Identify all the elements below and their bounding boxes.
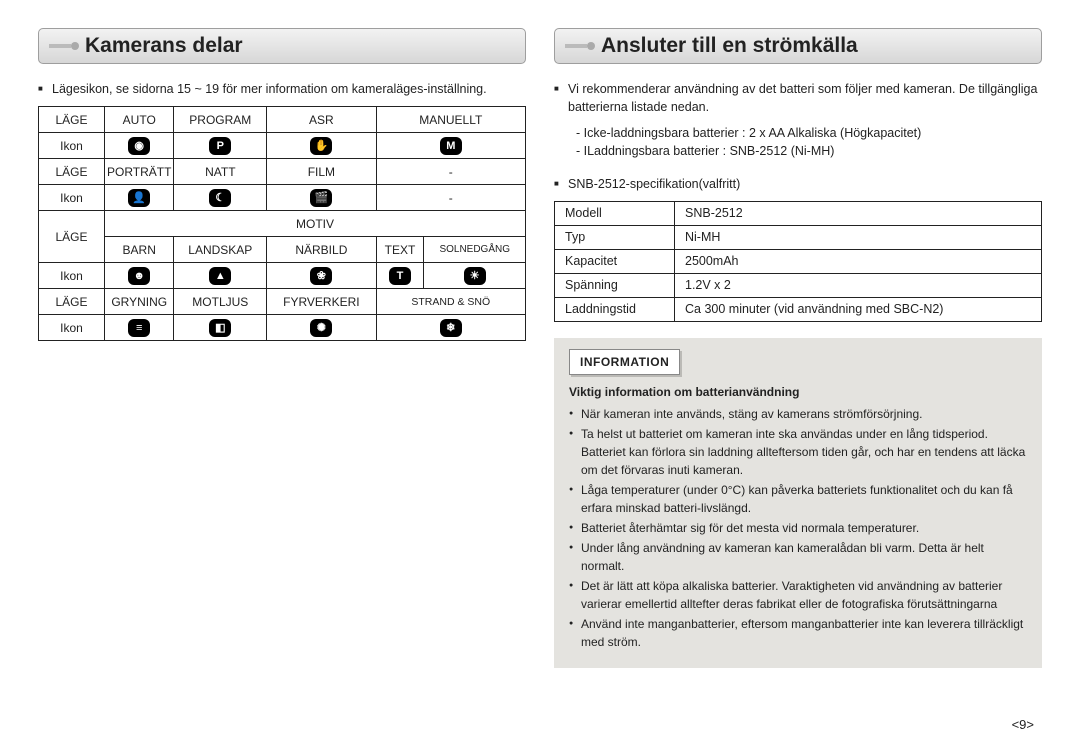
spec-intro: SNB-2512-specifikation(valfritt) [554, 175, 1042, 193]
mode-icon: M [376, 133, 525, 159]
mode-cell: ASR [267, 107, 376, 133]
mode-icon: ◧ [174, 315, 267, 341]
child-icon: ☻ [128, 267, 150, 285]
mode-icon: 🎬 [267, 185, 376, 211]
mode-icon: - [376, 185, 525, 211]
mode-icon: ☾ [174, 185, 267, 211]
battery-recharge: - ILaddningsbara batterier : SNB-2512 (N… [554, 142, 1042, 160]
spec-val: Ca 300 minuter (vid användning med SBC-N… [675, 297, 1042, 321]
camera-icon: ◉ [128, 137, 150, 155]
mode-cell: BARN [105, 237, 174, 263]
mode-cell: - [376, 159, 525, 185]
mode-cell: FYRVERKERI [267, 289, 376, 315]
spec-key: Modell [555, 201, 675, 225]
spec-key: Spänning [555, 273, 675, 297]
mode-icon: ≡ [105, 315, 174, 341]
mode-cell: MOTLJUS [174, 289, 267, 315]
fireworks-icon: ✺ [310, 319, 332, 337]
mode-cell: LANDSKAP [174, 237, 267, 263]
mode-label-cell: LÄGE [39, 211, 105, 263]
right-heading: Ansluter till en strömkälla [554, 28, 1042, 64]
night-icon: ☾ [209, 189, 231, 207]
asr-icon: ✋ [310, 137, 332, 155]
left-heading: Kamerans delar [38, 28, 526, 64]
information-badge: INFORMATION [569, 349, 680, 375]
mode-cell: PROGRAM [174, 107, 267, 133]
landscape-icon: ▲ [209, 267, 231, 285]
mode-cell: STRAND & SNÖ [376, 289, 525, 315]
right-intro: Vi rekommenderar användning av det batte… [554, 80, 1042, 116]
mode-icon: ✺ [267, 315, 376, 341]
mode-cell: GRYNING [105, 289, 174, 315]
mode-icon: 👤 [105, 185, 174, 211]
mode-icon: ❄ [376, 315, 525, 341]
mode-cell: NATT [174, 159, 267, 185]
mode-icon: ◉ [105, 133, 174, 159]
left-column: Kamerans delar Lägesikon, se sidorna 15 … [38, 28, 526, 668]
text-icon: T [389, 267, 411, 285]
mode-cell: FILM [267, 159, 376, 185]
left-intro: Lägesikon, se sidorna 15 ~ 19 för mer in… [38, 80, 526, 98]
dawn-icon: ≡ [128, 319, 150, 337]
info-item: Batteriet återhämtar sig för det mesta v… [569, 519, 1027, 537]
mode-cell: TEXT [376, 237, 424, 263]
spec-key: Typ [555, 225, 675, 249]
mode-icon: ☻ [105, 263, 174, 289]
film-icon: 🎬 [310, 189, 332, 207]
page-number: <9> [1012, 717, 1034, 732]
mode-label-cell: LÄGE [39, 107, 105, 133]
program-icon: P [209, 137, 231, 155]
mode-icon: ❀ [267, 263, 376, 289]
icon-label-cell: Ikon [39, 315, 105, 341]
mode-cell: PORTRÄTT [105, 159, 174, 185]
mode-label-cell: LÄGE [39, 289, 105, 315]
info-list: När kameran inte används, stäng av kamer… [569, 405, 1027, 651]
icon-label-cell: Ikon [39, 263, 105, 289]
manual-icon: M [440, 137, 462, 155]
mode-table: LÄGE AUTO PROGRAM ASR MANUELLT Ikon ◉ P … [38, 106, 526, 341]
icon-label-cell: Ikon [39, 185, 105, 211]
info-item: Det är lätt att köpa alkaliska batterier… [569, 577, 1027, 613]
mode-icon: ☀ [424, 263, 526, 289]
spec-table: ModellSNB-2512 TypNi-MH Kapacitet2500mAh… [554, 201, 1042, 322]
backlight-icon: ◧ [209, 319, 231, 337]
sunset-icon: ☀ [464, 267, 486, 285]
info-item: Under lång användning av kameran kan kam… [569, 539, 1027, 575]
info-item: Låga temperaturer (under 0°C) kan påverk… [569, 481, 1027, 517]
spec-key: Kapacitet [555, 249, 675, 273]
info-title: Viktig information om batterianvändning [569, 383, 1027, 401]
information-box: INFORMATION Viktig information om batter… [554, 338, 1042, 668]
spec-val: Ni-MH [675, 225, 1042, 249]
mode-icon: P [174, 133, 267, 159]
info-item: Ta helst ut batteriet om kameran inte sk… [569, 425, 1027, 479]
portrait-icon: 👤 [128, 189, 150, 207]
mode-icon: T [376, 263, 424, 289]
info-item: Använd inte manganbatterier, eftersom ma… [569, 615, 1027, 651]
mode-icon: ✋ [267, 133, 376, 159]
mode-cell: NÄRBILD [267, 237, 376, 263]
macro-icon: ❀ [310, 267, 332, 285]
battery-nonrecharge: - Icke-laddningsbara batterier : 2 x AA … [554, 124, 1042, 142]
mode-cell: AUTO [105, 107, 174, 133]
mode-cell: MANUELLT [376, 107, 525, 133]
mode-label-cell: LÄGE [39, 159, 105, 185]
snow-icon: ❄ [440, 319, 462, 337]
mode-icon: ▲ [174, 263, 267, 289]
spec-val: 2500mAh [675, 249, 1042, 273]
spec-val: 1.2V x 2 [675, 273, 1042, 297]
right-column: Ansluter till en strömkälla Vi rekommend… [554, 28, 1042, 668]
spec-val: SNB-2512 [675, 201, 1042, 225]
motiv-header: MOTIV [105, 211, 526, 237]
info-item: När kameran inte används, stäng av kamer… [569, 405, 1027, 423]
mode-cell: SOLNEDGÅNG [424, 237, 526, 263]
spec-key: Laddningstid [555, 297, 675, 321]
icon-label-cell: Ikon [39, 133, 105, 159]
